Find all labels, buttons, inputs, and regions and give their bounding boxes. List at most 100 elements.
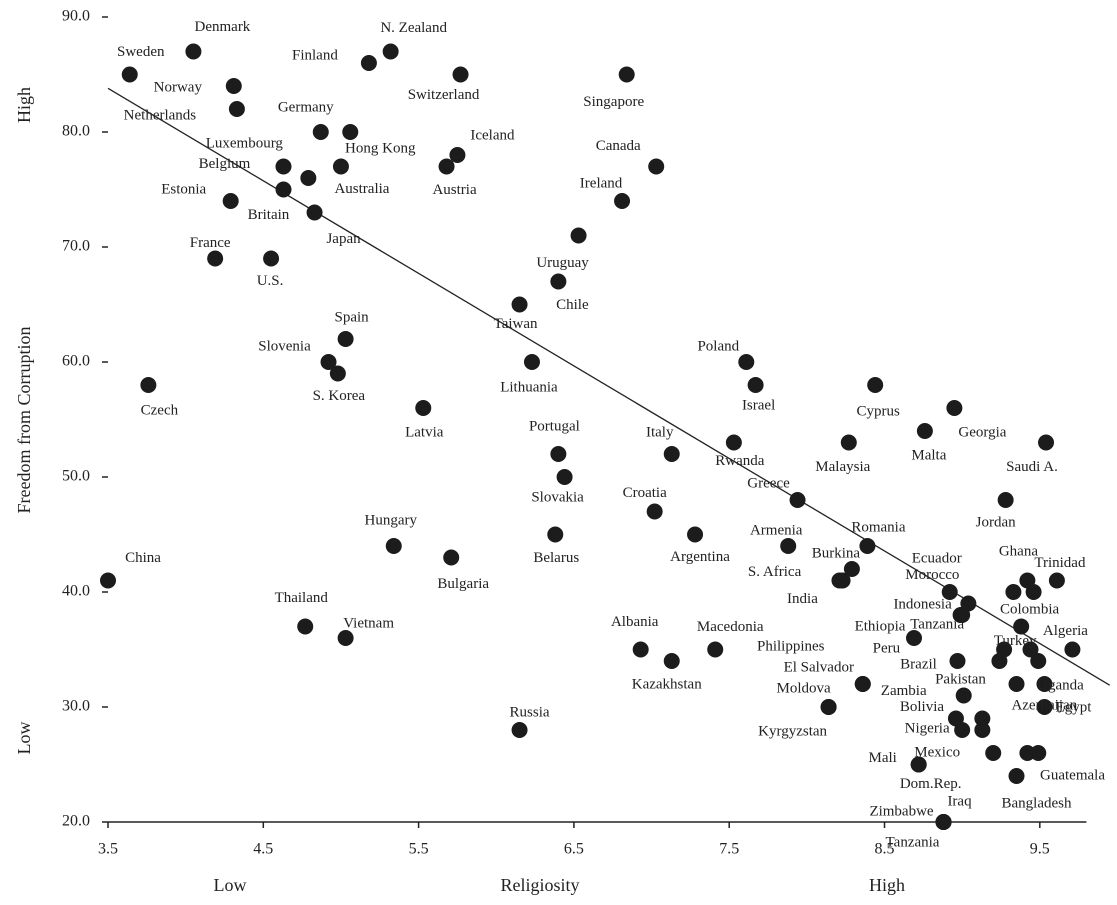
point-label: Macedonia — [697, 619, 764, 635]
point-label: Romania — [851, 519, 905, 535]
y-axis-title: Freedom from Corruption — [14, 327, 34, 514]
data-point — [1008, 768, 1025, 784]
y-tick-label: 50.0 — [62, 468, 90, 485]
point-label: Croatia — [623, 485, 667, 501]
data-point — [614, 193, 631, 209]
point-label: Ethiopia — [855, 618, 906, 634]
data-point — [228, 101, 245, 117]
data-point — [1048, 572, 1065, 589]
point-label: Norway — [154, 79, 203, 95]
point-label: Uganda — [1037, 677, 1084, 693]
x-tick-label: 8.5 — [875, 841, 895, 858]
data-point — [974, 710, 991, 727]
y-tick-label: 90.0 — [62, 8, 90, 25]
point-label: Ireland — [580, 175, 623, 191]
point-label: U.S. — [257, 273, 284, 289]
point-label: Taiwan — [494, 316, 538, 332]
point-label: Greece — [747, 475, 790, 491]
point-label: Hong Kong — [345, 140, 416, 156]
point-label: Italy — [646, 424, 674, 440]
data-point — [648, 158, 665, 175]
point-label: Bolivia — [900, 699, 945, 715]
data-point — [831, 572, 848, 589]
data-point — [1005, 584, 1022, 600]
point-label: Cyprus — [857, 403, 901, 419]
data-point — [332, 158, 349, 175]
data-point — [438, 158, 455, 175]
data-point — [570, 227, 587, 244]
data-point — [449, 147, 466, 163]
point-label: Belgium — [199, 156, 251, 172]
point-label: Canada — [596, 138, 641, 154]
data-point — [140, 377, 157, 393]
y-tick-label: 30.0 — [62, 698, 90, 715]
data-point — [1036, 676, 1053, 692]
point-label: Iceland — [470, 127, 515, 143]
point-label: Argentina — [670, 549, 730, 565]
point-label: Azerbaijan — [1011, 697, 1077, 713]
data-point — [511, 296, 528, 313]
point-label: Burkina — [812, 545, 861, 561]
point-label: Slovenia — [258, 338, 311, 354]
point-label: Kazakhstan — [632, 676, 702, 692]
point-label: Sweden — [117, 44, 165, 60]
y-high-label: High — [14, 87, 34, 123]
point-label: Finland — [292, 47, 338, 63]
data-point — [382, 43, 399, 60]
data-point — [789, 492, 806, 508]
data-point — [550, 446, 567, 462]
point-label: Slovakia — [531, 489, 584, 505]
point-label: Philippines — [757, 638, 825, 654]
point-label: Latvia — [405, 424, 444, 440]
point-label: Malta — [911, 447, 946, 463]
data-point — [222, 193, 239, 209]
data-point — [1025, 584, 1042, 600]
point-label: Brazil — [900, 656, 937, 672]
data-point — [329, 365, 346, 382]
data-point — [207, 250, 224, 267]
point-label: Malaysia — [815, 459, 870, 475]
data-point — [300, 170, 317, 186]
data-point — [1030, 745, 1047, 761]
y-tick-label: 40.0 — [62, 583, 90, 600]
point-label: Nigeria — [905, 720, 950, 736]
data-point — [275, 181, 292, 198]
point-label: Germany — [278, 99, 334, 115]
data-point — [523, 354, 540, 370]
y-tick-label: 70.0 — [62, 238, 90, 255]
point-label: Luxembourg — [206, 135, 284, 151]
y-tick-label: 80.0 — [62, 123, 90, 140]
data-point — [385, 538, 402, 554]
point-label: Iraq — [947, 793, 972, 809]
data-point — [867, 377, 884, 393]
point-label: Chile — [556, 297, 589, 313]
point-label: Czech — [141, 402, 179, 418]
point-label: Guatemala — [1040, 767, 1105, 783]
point-label: Belarus — [533, 550, 579, 566]
y-tick-label: 60.0 — [62, 353, 90, 370]
point-label: Egypt — [1056, 699, 1093, 715]
point-label: Austria — [432, 182, 477, 198]
x-tick-label: 7.5 — [719, 841, 739, 858]
data-point — [100, 572, 116, 589]
data-point — [663, 653, 680, 669]
x-low-label: Low — [214, 875, 247, 895]
data-point — [1036, 699, 1053, 715]
point-label: Trinidad — [1034, 555, 1086, 571]
data-point — [910, 756, 927, 773]
data-point — [337, 630, 354, 646]
point-label: Spain — [335, 309, 370, 325]
data-point — [1008, 676, 1025, 692]
data-point — [225, 78, 242, 94]
point-label: Ecuador — [912, 550, 962, 566]
data-point — [415, 400, 432, 416]
point-label: Saudi A. — [1006, 459, 1058, 475]
data-point — [820, 699, 837, 715]
data-point — [312, 124, 329, 140]
data-point — [954, 722, 971, 738]
point-label: El Salvador — [784, 659, 854, 675]
point-label: France — [190, 235, 231, 251]
point-label: Tanzania — [910, 616, 964, 632]
data-point — [263, 250, 280, 267]
data-point — [985, 745, 1002, 761]
